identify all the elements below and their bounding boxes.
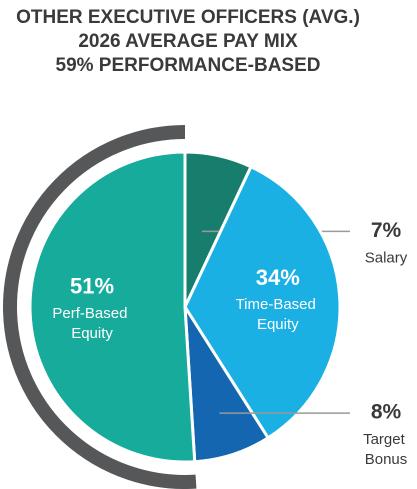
slice-label: Time-Based Equity — [236, 296, 320, 333]
slice-label: Perf-Based Equity — [52, 305, 131, 342]
pie-slice — [183, 165, 342, 440]
slice-label: Target Bonus — [363, 431, 409, 468]
value-label: 34% — [256, 265, 300, 290]
performance-arc — [3, 125, 197, 489]
pie-slice — [28, 150, 197, 464]
value-label: 8% — [371, 401, 402, 424]
chart-title: 59% PERFORMANCE-BASED — [56, 55, 321, 76]
value-label: 51% — [70, 274, 114, 299]
chart-title: 2026 AVERAGE PAY MIX — [78, 31, 298, 52]
chart-title: OTHER EXECUTIVE OFFICERS (AVG.) — [16, 7, 360, 28]
value-label: 7% — [371, 219, 402, 242]
slice-label: Salary — [365, 249, 408, 266]
